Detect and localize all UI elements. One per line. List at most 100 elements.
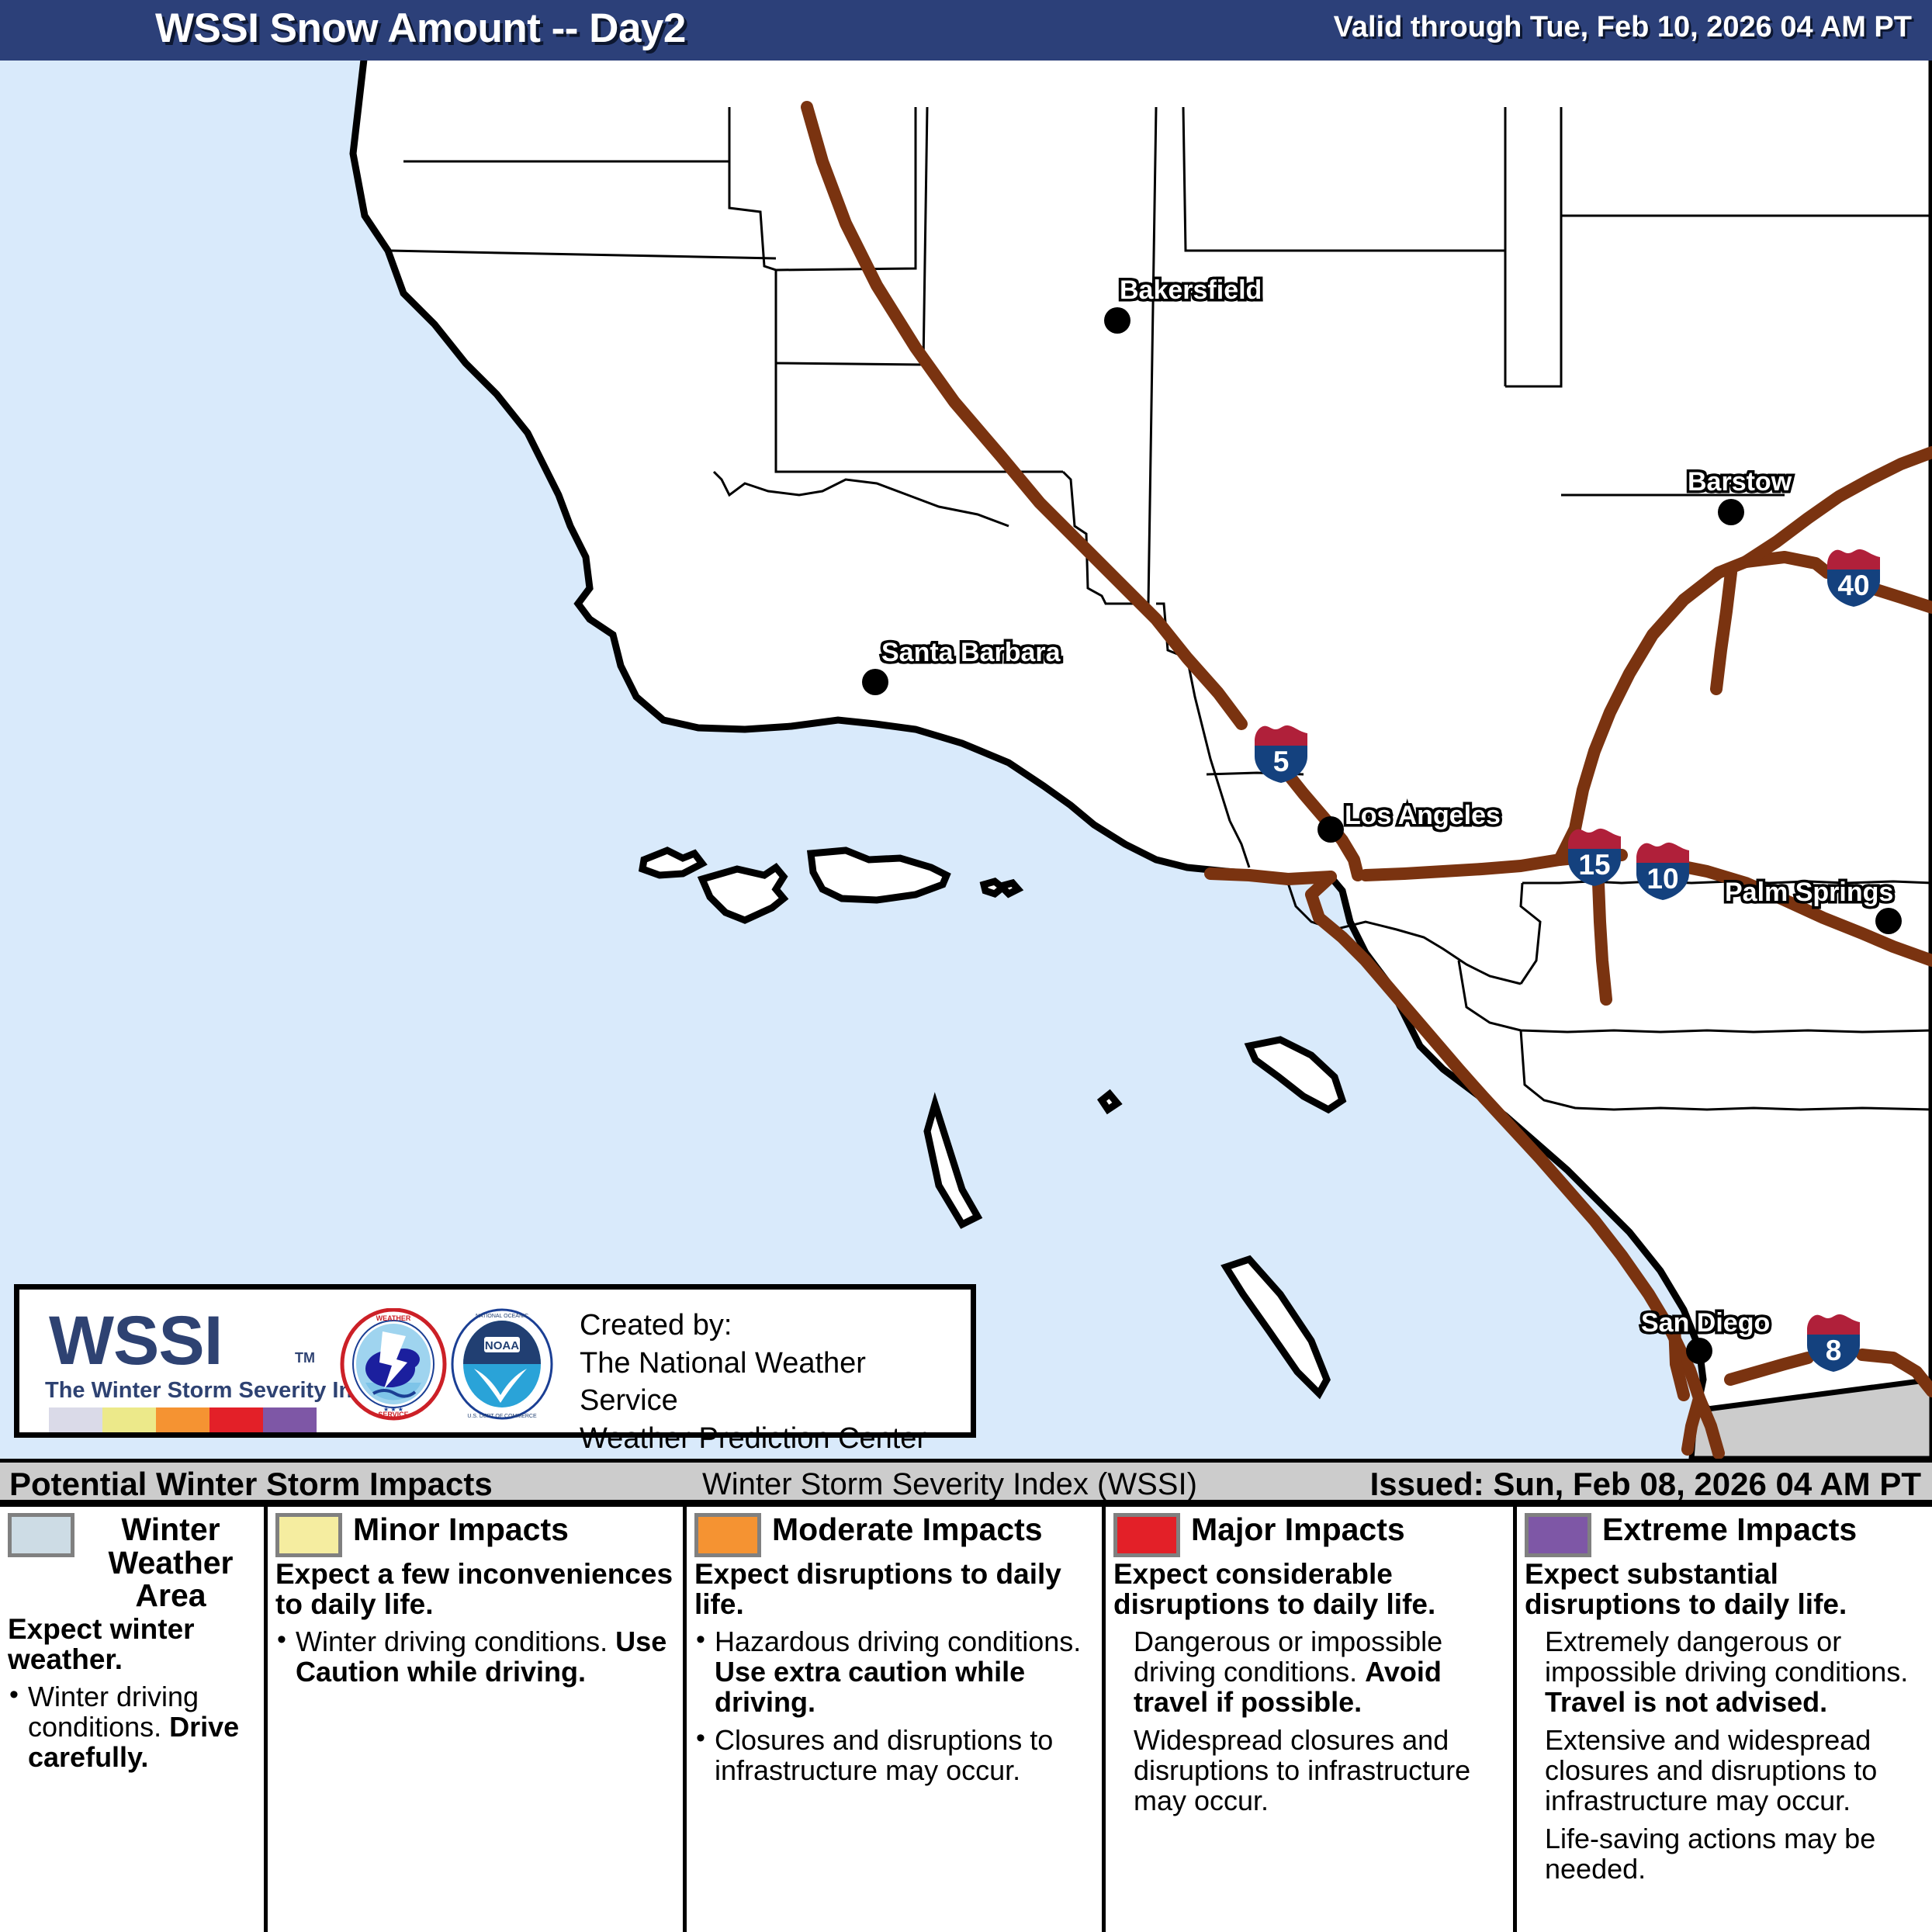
- strip-swatch-winter-weather: [49, 1407, 102, 1432]
- city-dot-barstow: [1718, 499, 1744, 525]
- city-label-santa-barbara: Santa Barbara: [879, 635, 1064, 670]
- bullet-bold-tail: Use Caution while driving.: [296, 1626, 667, 1688]
- legend-title-winter-weather-area: Winter Weather Area: [108, 1511, 234, 1614]
- city-label-palm-springs: Palm Springs: [1722, 875, 1896, 910]
- bullet-bold-tail: Travel is not advised.: [1545, 1686, 1828, 1719]
- wssi-color-strip: [49, 1407, 317, 1432]
- city-dot-san-diego: [1686, 1338, 1712, 1364]
- legend-title-major-impacts: Major Impacts: [1191, 1511, 1405, 1547]
- legend-column-extreme-impacts[interactable]: Extreme Impacts Expect substantial disru…: [1517, 1507, 1932, 1932]
- list-item: Extremely dangerous or impossible drivin…: [1525, 1627, 1924, 1718]
- legend-bullets-minor-impacts: Winter driving conditions. Use Caution w…: [275, 1626, 675, 1688]
- list-item: Dangerous or impossible driving conditio…: [1113, 1627, 1505, 1718]
- wssi-wordmark: WSSI: [49, 1301, 223, 1379]
- bullet-bold-tail: Drive carefully.: [28, 1711, 240, 1774]
- header-bar: WSSI Snow Amount -- Day2 Valid through T…: [0, 0, 1932, 61]
- created-by-line-2: The National Weather Service: [580, 1346, 866, 1418]
- potential-impacts-label: Potential Winter Storm Impacts: [9, 1466, 493, 1502]
- impact-legend: Winter Weather Area Expect winter weathe…: [0, 1504, 1932, 1932]
- legend-summary-moderate-impacts: Expect disruptions to daily life.: [694, 1558, 1061, 1621]
- legend-bullets-winter-weather-area: Winter driving conditions. Drive careful…: [8, 1681, 256, 1774]
- legend-summary-minor-impacts: Expect a few inconveniences to daily lif…: [275, 1558, 673, 1621]
- legend-summary-major-impacts: Expect considerable disruptions to daily…: [1113, 1558, 1436, 1621]
- list-item: Widespread closures and disruptions to i…: [1113, 1724, 1505, 1816]
- list-item: Life-saving actions may be needed.: [1525, 1822, 1924, 1885]
- valid-through-text: Valid through Tue, Feb 10, 2026 04 AM PT: [1333, 11, 1912, 43]
- bullet-bold-tail: Avoid travel if possible.: [1134, 1656, 1442, 1719]
- channel-islands: [638, 847, 1347, 1400]
- legend-column-minor-impacts[interactable]: Minor Impacts Expect a few inconvenience…: [268, 1507, 687, 1932]
- bullet-text: Closures and disruptions to infrastructu…: [715, 1724, 1054, 1786]
- legend-swatch-winter-weather-area: [8, 1513, 74, 1557]
- legend-bullets-major-impacts: Dangerous or impossible driving conditio…: [1113, 1627, 1505, 1816]
- city-label-los-angeles: Los Angeles: [1342, 798, 1504, 833]
- bullet-text: Hazardous driving conditions.: [715, 1626, 1082, 1658]
- svg-text:SERVICE: SERVICE: [378, 1411, 408, 1418]
- city-label-san-diego: San Diego: [1638, 1306, 1772, 1341]
- issued-timestamp: Issued: Sun, Feb 08, 2026 04 AM PT: [1369, 1466, 1921, 1502]
- bullet-text: Dangerous or impossible driving conditio…: [1134, 1626, 1443, 1688]
- bullet-text: Extensive and widespread closures and di…: [1545, 1724, 1878, 1816]
- wssi-trademark: TM: [295, 1350, 315, 1366]
- city-dot-santa-barbara: [862, 669, 888, 695]
- bullet-text: Life-saving actions may be needed.: [1545, 1822, 1876, 1885]
- shield-5-number: 5: [1272, 746, 1290, 777]
- city-label-bakersfield: Bakersfield: [1117, 273, 1264, 308]
- shield-40-icon: [1827, 549, 1880, 607]
- legend-bullets-moderate-impacts: Hazardous driving conditions. Use extra …: [694, 1626, 1094, 1786]
- shield-10-number: 10: [1646, 863, 1679, 895]
- strip-swatch-minor: [102, 1407, 156, 1432]
- nws-seal-icon: WEATHER SERVICE ★ ★ ★: [339, 1307, 448, 1421]
- map-geometry: [349, 61, 1932, 1459]
- svg-text:NATIONAL OCEANIC: NATIONAL OCEANIC: [476, 1314, 528, 1319]
- created-by-block: Created by: The National Weather Service…: [580, 1307, 971, 1458]
- interstate-shield-5: 5: [1252, 724, 1310, 784]
- legend-title-extreme-impacts: Extreme Impacts: [1602, 1511, 1858, 1547]
- bullet-text: Winter driving conditions.: [296, 1626, 616, 1658]
- wssi-subtitle: The Winter Storm Severity Index: [45, 1378, 392, 1403]
- legend-column-moderate-impacts[interactable]: Moderate Impacts Expect disruptions to d…: [687, 1507, 1106, 1932]
- interstate-routes: [801, 101, 1932, 1459]
- legend-summary-winter-weather-area: Expect winter weather.: [8, 1612, 195, 1676]
- shield-15-icon: [1568, 828, 1621, 886]
- bullet-text: Widespread closures and disruptions to i…: [1134, 1724, 1471, 1816]
- bullet-text: Extremely dangerous or impossible drivin…: [1545, 1626, 1909, 1688]
- shield-15-number: 15: [1578, 849, 1611, 881]
- city-label-barstow: Barstow: [1684, 465, 1794, 500]
- list-item: Hazardous driving conditions. Use extra …: [694, 1626, 1094, 1719]
- list-item: Winter driving conditions. Drive careful…: [8, 1681, 256, 1774]
- wssi-credit-box: WSSI TM The Winter Storm Severity Index …: [14, 1284, 976, 1455]
- legend-swatch-moderate-impacts: [694, 1513, 761, 1557]
- svg-text:NOAA: NOAA: [485, 1339, 519, 1352]
- legend-title-moderate-impacts: Moderate Impacts: [772, 1511, 1043, 1547]
- legend-column-winter-weather-area[interactable]: Winter Weather Area Expect winter weathe…: [0, 1507, 268, 1932]
- legend-header: Major Impacts: [1113, 1513, 1505, 1557]
- list-item: Closures and disruptions to infrastructu…: [694, 1724, 1094, 1786]
- shield-8-number: 8: [1825, 1335, 1842, 1366]
- legend-header: Extreme Impacts: [1525, 1513, 1924, 1557]
- bullet-text: Winter driving conditions.: [28, 1681, 199, 1743]
- strip-swatch-moderate: [156, 1407, 209, 1432]
- legend-bullets-extreme-impacts: Extremely dangerous or impossible drivin…: [1525, 1627, 1924, 1884]
- interstate-shield-8: 8: [1805, 1313, 1862, 1373]
- created-by-line-1: Created by:: [580, 1309, 732, 1342]
- city-dot-palm-springs: [1875, 908, 1902, 934]
- list-item: Winter driving conditions. Use Caution w…: [275, 1626, 675, 1688]
- legend-swatch-major-impacts: [1113, 1513, 1180, 1557]
- legend-header: Winter Weather Area: [8, 1513, 256, 1612]
- bullet-bold-tail: Use extra caution while driving.: [715, 1656, 1026, 1719]
- legend-column-major-impacts[interactable]: Major Impacts Expect considerable disrup…: [1106, 1507, 1517, 1932]
- shield-8-icon: [1807, 1314, 1860, 1372]
- legend-summary-extreme-impacts: Expect substantial disruptions to daily …: [1525, 1558, 1847, 1621]
- interstate-shield-40: 40: [1825, 548, 1882, 608]
- legend-swatch-extreme-impacts: [1525, 1513, 1591, 1557]
- page-title: WSSI Snow Amount -- Day2: [155, 5, 686, 51]
- legend-swatch-minor-impacts: [275, 1513, 342, 1557]
- shield-40-number: 40: [1837, 570, 1870, 601]
- wssi-full-name-label: Winter Storm Severity Index (WSSI): [702, 1467, 1197, 1501]
- status-bar: Potential Winter Storm Impacts Winter St…: [0, 1459, 1932, 1504]
- svg-text:WEATHER: WEATHER: [376, 1314, 411, 1322]
- shield-5-icon: [1255, 725, 1307, 783]
- map-canvas[interactable]: Bakersfield Santa Barbara Los Angeles Ba…: [0, 61, 1932, 1459]
